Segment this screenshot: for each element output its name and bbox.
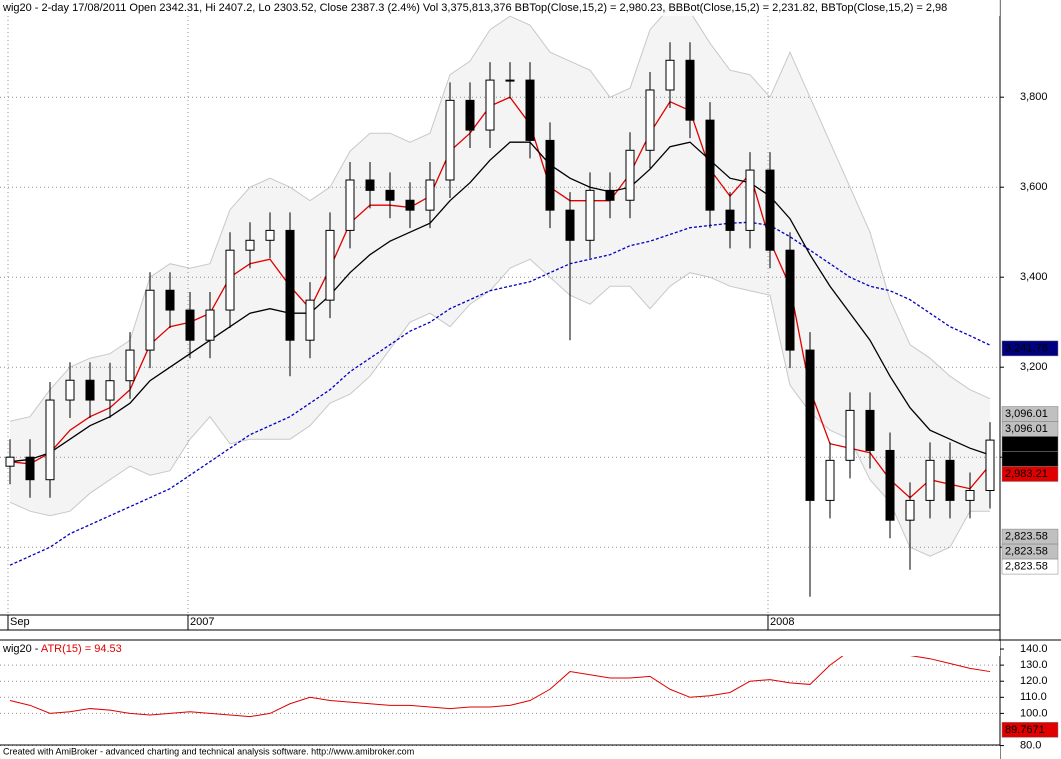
candle-body — [905, 499, 915, 521]
candle-body — [45, 399, 55, 481]
value-tag-label: 89.7671 — [1005, 724, 1045, 736]
footer-bg — [0, 746, 1000, 759]
chart-title: wig20 - 2-day 17/08/2011 Open 2342.31, H… — [2, 2, 947, 14]
x-tick-label: Sep — [10, 616, 30, 628]
candle-body — [185, 309, 195, 341]
atr-title-value: ATR(15) = 94.53 — [41, 643, 122, 655]
x-tick-label: 2008 — [770, 616, 794, 628]
y-tick-label: 110.0 — [1020, 691, 1047, 703]
value-tag-label: 2,823.58 — [1005, 530, 1048, 542]
candle-body — [785, 249, 795, 351]
candle-body — [965, 490, 975, 501]
y-tick-label: 130.0 — [1020, 659, 1048, 671]
atr-line — [9, 648, 991, 718]
indicator-line — [9, 96, 991, 499]
candle-body — [85, 379, 95, 401]
value-tag-label: 3,241.78 — [1005, 342, 1048, 354]
candle-body — [445, 99, 455, 181]
candle-body — [525, 79, 535, 141]
atr-title-name: wig20 - — [2, 643, 41, 655]
candle-body — [625, 149, 635, 201]
bollinger-band — [10, 7, 990, 557]
candle-body — [585, 189, 595, 241]
value-tag — [1001, 466, 1059, 482]
candle-body — [65, 379, 75, 401]
candle-body — [805, 349, 815, 501]
candle-body — [685, 59, 695, 121]
candle-body — [765, 169, 775, 251]
value-tag-label: 3,001.53 — [1005, 453, 1048, 465]
candle-body — [665, 59, 675, 91]
candle-body — [605, 189, 615, 201]
header-bg — [0, 0, 1000, 16]
candle-body — [725, 209, 735, 231]
y-tick-label: 80.0 — [1020, 739, 1041, 751]
candle-body — [365, 179, 375, 191]
candle-body — [165, 289, 175, 311]
bollinger-bottom — [9, 258, 990, 557]
value-tag — [1001, 722, 1059, 738]
candle-body — [505, 79, 515, 82]
value-tag — [1001, 558, 1059, 575]
candle-body — [465, 99, 475, 131]
candle-body — [985, 439, 995, 492]
value-tag-label: 2,983.21 — [1005, 468, 1048, 480]
value-tag-label: 3,032.89 — [1005, 438, 1048, 450]
y-tick-label: 3,200 — [1020, 361, 1048, 373]
candle-body — [205, 309, 215, 341]
candle-body — [385, 189, 395, 201]
atr-title: wig20 - ATR(15) = 94.53 — [2, 643, 122, 655]
candle-body — [325, 229, 335, 301]
value-tag-label: 3,096.01 — [1005, 408, 1048, 420]
candle-body — [245, 239, 255, 251]
candle-body — [345, 179, 355, 231]
candle-body — [545, 139, 555, 211]
candle-body — [105, 380, 115, 401]
y-tick-label: 120.0 — [1020, 675, 1048, 687]
candle-body — [945, 459, 955, 501]
candle-body — [285, 229, 295, 341]
candle-body — [825, 459, 835, 501]
value-tag-label: 2,823.58 — [1005, 560, 1048, 572]
y-tick-label: 3,400 — [1020, 271, 1048, 283]
value-tag-label: 2,823.58 — [1005, 545, 1048, 557]
candle-body — [305, 299, 315, 341]
footer: Created with AmiBroker - advanced charti… — [3, 746, 414, 756]
x-tick-label: 2007 — [190, 616, 214, 628]
candle-body — [925, 459, 935, 501]
candle-body — [865, 409, 875, 451]
y-tick-label: 3,600 — [1020, 181, 1048, 193]
atr-pane: 80.0 100.0 110.0 120.0 130.0 140.0 89.7671 — [0, 643, 1059, 751]
candle-body — [645, 89, 655, 151]
value-tag-label: 3,096.01 — [1005, 423, 1048, 435]
price-pane: 2,8003,0003,2003,4003,6003,800Sep2007200… — [0, 0, 1059, 630]
candle-body — [885, 449, 895, 521]
candle-body — [405, 199, 415, 211]
candle-body — [25, 456, 35, 481]
candle-body — [845, 409, 855, 461]
candle-body — [745, 169, 755, 231]
indicator-line — [9, 221, 991, 566]
indicator-line — [9, 141, 991, 463]
candle-body — [265, 229, 275, 241]
y-tick-label: 140.0 — [1020, 643, 1048, 655]
candle-body — [565, 209, 575, 241]
candle-body — [125, 349, 135, 382]
candle-body — [225, 249, 235, 311]
candle-body — [705, 119, 715, 211]
header-bg — [0, 641, 1000, 656]
value-tag — [1001, 340, 1059, 357]
bollinger-top — [9, 6, 991, 422]
candle-body — [5, 456, 15, 467]
candle-body — [485, 79, 495, 131]
candle-body — [145, 289, 155, 351]
y-tick-label: 3,800 — [1020, 91, 1048, 103]
candle-body — [425, 179, 435, 211]
y-tick-label: 100.0 — [1020, 707, 1048, 719]
